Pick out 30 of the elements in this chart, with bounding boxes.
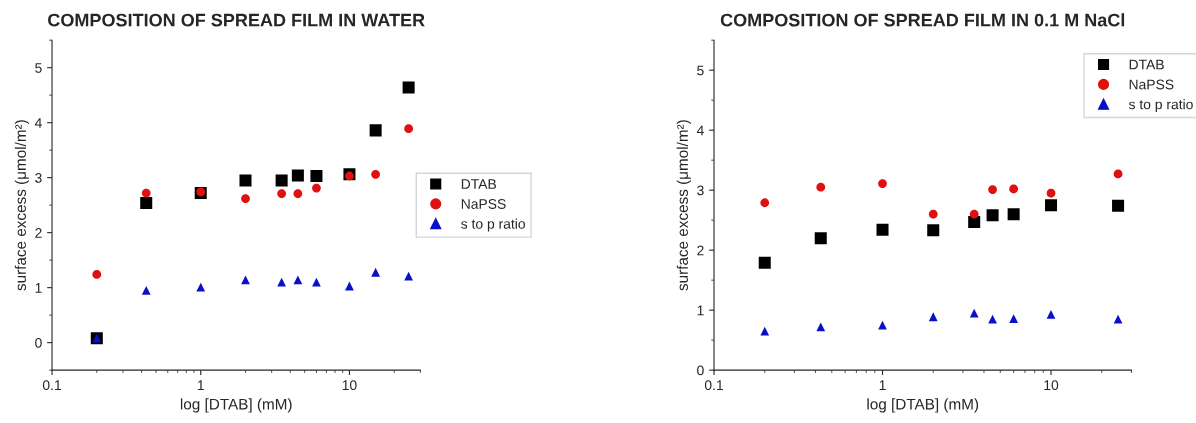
y-tick-label: 1 <box>697 305 704 316</box>
legend-label: DTAB <box>461 179 497 189</box>
y-tick-label: 5 <box>697 65 704 76</box>
y-tick-label: 1 <box>35 283 42 293</box>
legend-label: NaPSS <box>461 199 506 209</box>
x-tick-label: 10 <box>342 380 357 391</box>
legend-label: s to p ratio <box>461 218 525 232</box>
y-tick-label: 0 <box>697 365 704 376</box>
y-tick-label: 0 <box>35 337 42 348</box>
y-tick-label: 4 <box>696 125 704 136</box>
legend-label: DTAB <box>1129 59 1164 70</box>
x-axis-title: log [DTAB] (mM) <box>180 398 292 413</box>
legend-label: NaPSS <box>1129 79 1174 90</box>
chart-title: COMPOSITION OF SPREAD FILM IN WATER <box>48 13 425 27</box>
legend-label: s to p ratio <box>1128 99 1193 113</box>
chart-title: COMPOSITION OF SPREAD FILM IN 0.1 M NaCl <box>720 13 1125 27</box>
y-axis-title: surface excess (μmol/m²) <box>676 120 691 291</box>
y-tick-label: 2 <box>35 227 42 238</box>
y-tick-label: 3 <box>35 172 42 183</box>
x-tick-label: 1 <box>197 380 204 390</box>
x-tick-label: 10 <box>1044 380 1059 391</box>
y-tick-label: 2 <box>697 245 704 256</box>
x-axis-title: log [DTAB] (mM) <box>867 398 979 413</box>
y-axis-title: surface excess (μmol/m²) <box>14 120 30 291</box>
x-tick-label: 0.1 <box>42 380 61 391</box>
y-tick-label: 4 <box>34 118 42 128</box>
y-tick-label: 3 <box>697 185 704 196</box>
y-tick-label: 5 <box>35 63 42 73</box>
x-tick-label: 0.1 <box>704 380 723 391</box>
x-tick-label: 1 <box>879 380 886 390</box>
